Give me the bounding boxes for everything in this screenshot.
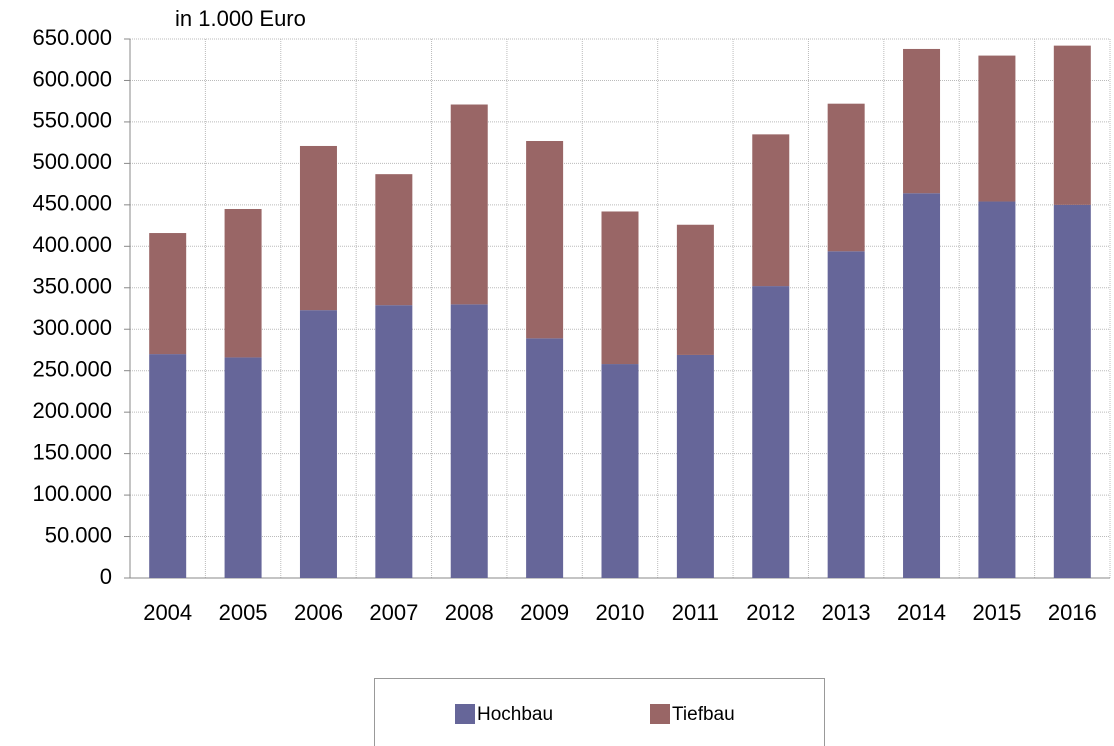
bar-segment (752, 286, 790, 578)
legend-box (374, 678, 825, 746)
bar-segment (676, 224, 714, 355)
y-tick-label: 300.000 (32, 315, 112, 340)
x-tick-label: 2008 (445, 600, 494, 625)
x-tick-label: 2012 (746, 600, 795, 625)
bar-segment (450, 104, 488, 305)
legend-label: Tiefbau (672, 704, 735, 725)
bar-segment (299, 145, 337, 311)
bar-segment (903, 193, 941, 578)
bar-segment (1053, 204, 1091, 578)
bar-segment (224, 357, 262, 578)
x-tick-label: 2011 (672, 600, 719, 625)
y-tick-label: 650.000 (32, 25, 112, 50)
bar-segment (978, 201, 1016, 578)
x-tick-label: 2009 (520, 600, 569, 625)
y-tick-label: 250.000 (32, 357, 112, 382)
x-tick-label: 2016 (1048, 600, 1097, 625)
bar-segment (978, 55, 1016, 202)
x-tick-label: 2013 (822, 600, 871, 625)
y-tick-label: 500.000 (32, 149, 112, 174)
bar-segment (299, 310, 337, 578)
bar-segment (676, 354, 714, 578)
bar-segment (752, 134, 790, 287)
legend-swatch (650, 704, 670, 724)
bar-segment (1053, 45, 1091, 205)
unit-label: in 1.000 Euro (175, 6, 306, 31)
y-tick-label: 200.000 (32, 398, 112, 423)
x-tick-label: 2015 (972, 600, 1021, 625)
bar-segment (827, 251, 865, 578)
bar-segment (601, 364, 639, 578)
y-tick-label: 450.000 (32, 191, 112, 216)
legend: Hochbau Tiefbau (455, 704, 735, 725)
bar-segment (375, 305, 413, 578)
legend-swatch (455, 704, 475, 724)
bar-segment (149, 233, 187, 355)
bar-segment (450, 304, 488, 578)
x-tick-label: 2010 (596, 600, 645, 625)
y-tick-label: 350.000 (32, 274, 112, 299)
y-tick-label: 150.000 (32, 439, 112, 464)
x-tick-label: 2005 (219, 600, 268, 625)
y-tick-label: 100.000 (32, 481, 112, 506)
y-tick-label: 0 (100, 564, 112, 589)
bar-segment (827, 103, 865, 252)
y-tick-label: 400.000 (32, 232, 112, 257)
y-tick-label: 50.000 (45, 522, 112, 547)
bar-segment (149, 354, 187, 578)
x-tick-label: 2006 (294, 600, 343, 625)
bar-segment (224, 208, 262, 358)
bar-segment (375, 174, 413, 306)
bar-segment (601, 211, 639, 365)
x-tick-label: 2014 (897, 600, 946, 625)
bar-segment (903, 48, 941, 194)
y-tick-label: 600.000 (32, 66, 112, 91)
bar-segment (526, 338, 564, 578)
bar-segment (526, 140, 564, 339)
y-tick-label: 550.000 (32, 108, 112, 133)
legend-label: Hochbau (477, 704, 553, 725)
x-tick-label: 2007 (369, 600, 418, 625)
x-tick-label: 2004 (143, 600, 192, 625)
